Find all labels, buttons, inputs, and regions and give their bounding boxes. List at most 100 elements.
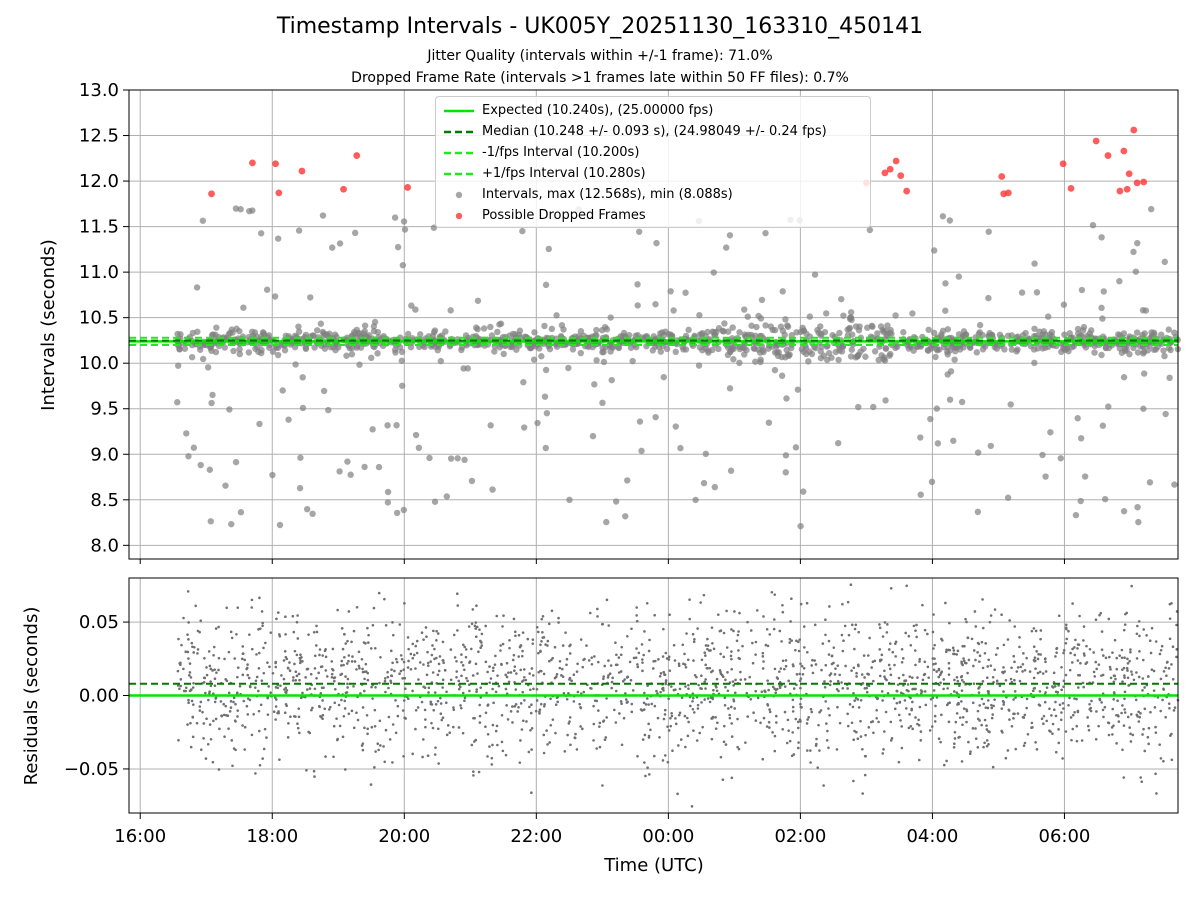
residual-point: [1038, 704, 1042, 707]
interval-point: [692, 496, 699, 504]
residual-point: [1107, 733, 1111, 737]
residual-point: [538, 708, 542, 712]
residual-point: [730, 776, 734, 780]
residual-point: [730, 735, 734, 738]
residual-point: [179, 684, 182, 688]
residual-point: [212, 719, 215, 723]
residual-point: [661, 759, 665, 762]
residual-point: [722, 724, 726, 728]
residual-point: [404, 717, 408, 720]
residual-point: [443, 669, 447, 672]
residual-point: [489, 677, 493, 680]
residual-point: [884, 710, 888, 714]
residual-point: [798, 679, 802, 683]
residual-point: [262, 747, 266, 751]
residual-point: [245, 704, 249, 708]
interval-point: [526, 344, 534, 352]
residual-point: [661, 655, 665, 658]
residual-point: [1160, 644, 1164, 648]
residual-point: [948, 648, 952, 652]
residual-point: [474, 627, 478, 630]
residual-point: [1175, 623, 1178, 627]
residual-point: [430, 653, 434, 657]
residual-point: [387, 715, 391, 719]
residual-point: [486, 732, 490, 736]
interval-point: [917, 491, 924, 498]
residual-point: [1098, 697, 1101, 701]
residual-point: [974, 625, 978, 628]
residual-point: [205, 673, 209, 677]
residual-point: [1125, 666, 1129, 670]
residual-point: [914, 716, 917, 719]
residual-point: [767, 688, 770, 692]
residual-point: [543, 702, 546, 706]
top-plot-dropped-frames: [208, 126, 1148, 198]
residual-point: [332, 724, 336, 728]
residual-point: [886, 692, 890, 695]
interval-point: [356, 361, 363, 368]
residual-point: [630, 702, 634, 706]
interval-point: [332, 346, 339, 354]
dropped-frame-point: [1104, 152, 1112, 159]
interval-point: [500, 350, 507, 358]
residual-point: [441, 659, 445, 662]
interval-point: [933, 405, 941, 412]
residual-point: [582, 690, 586, 694]
residual-point: [463, 645, 467, 649]
interval-point: [698, 331, 705, 338]
legend-swatch-dashed-line: [444, 130, 474, 134]
residual-point: [939, 671, 943, 675]
residual-point: [213, 684, 217, 688]
residual-point: [1129, 713, 1133, 716]
residual-point: [698, 731, 702, 735]
residual-point: [990, 703, 993, 707]
residual-point: [883, 621, 887, 624]
residual-point: [1168, 706, 1171, 710]
residual-point: [790, 597, 793, 600]
residual-point: [441, 678, 445, 682]
interval-point: [494, 328, 501, 336]
interval-point: [545, 245, 552, 253]
interval-point: [855, 351, 862, 358]
residual-point: [329, 705, 332, 709]
residual-point: [495, 724, 499, 728]
residual-point: [1015, 670, 1019, 673]
residual-point: [191, 686, 195, 689]
residual-point: [761, 667, 765, 670]
residual-point: [315, 624, 318, 628]
residual-point: [1143, 707, 1147, 711]
interval-point: [473, 324, 480, 331]
residual-point: [234, 702, 237, 706]
residual-point: [850, 669, 853, 672]
residual-point: [646, 684, 649, 687]
residual-point: [1154, 772, 1157, 776]
residual-point: [989, 664, 993, 667]
residual-point: [703, 680, 706, 684]
interval-point: [447, 307, 454, 314]
residual-point: [701, 725, 704, 729]
residual-point: [669, 724, 673, 728]
residual-point: [529, 711, 533, 715]
residual-point: [455, 670, 459, 673]
residual-point: [555, 673, 559, 676]
residual-point: [988, 730, 991, 734]
residual-point: [352, 685, 355, 688]
residual-point: [610, 686, 614, 690]
residual-point: [1135, 657, 1139, 660]
residual-point: [540, 639, 543, 643]
residual-point: [343, 707, 347, 710]
residual-point: [298, 678, 301, 682]
residual-point: [937, 668, 941, 672]
residual-point: [945, 703, 949, 707]
interval-point: [1150, 346, 1158, 353]
residual-point: [213, 700, 217, 704]
residual-point: [257, 729, 261, 733]
residual-point: [921, 678, 925, 682]
residual-point: [878, 648, 882, 651]
residual-point: [188, 662, 192, 665]
interval-point: [177, 331, 184, 338]
residual-point: [695, 739, 699, 742]
residual-point: [781, 727, 784, 731]
interval-point: [245, 349, 253, 356]
interval-point: [399, 262, 407, 269]
